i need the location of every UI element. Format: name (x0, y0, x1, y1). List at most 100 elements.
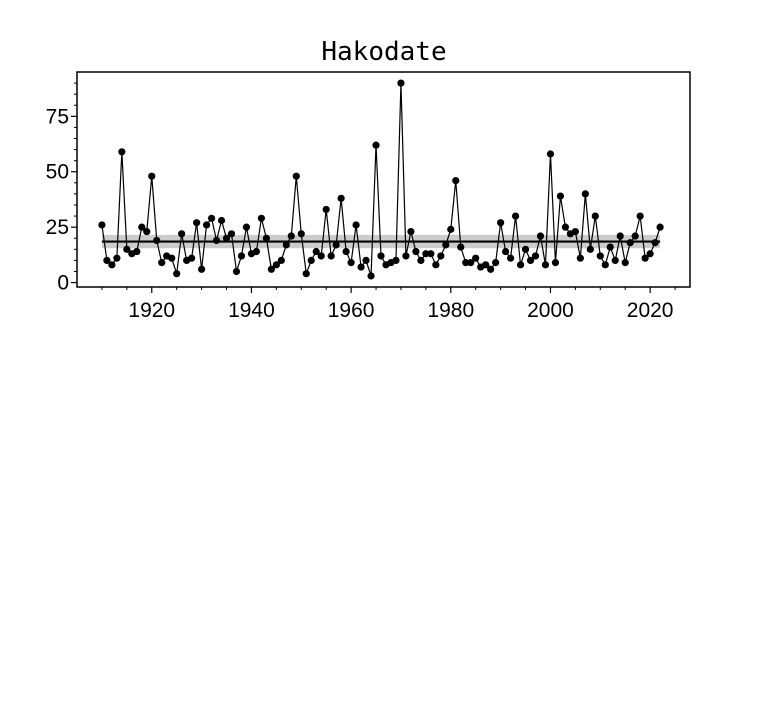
data-point (282, 241, 290, 249)
data-point (143, 227, 151, 236)
data-point (277, 256, 285, 265)
data-point (148, 172, 156, 180)
data-point (133, 247, 141, 256)
data-point (272, 261, 280, 269)
data-point (123, 245, 131, 253)
data-point (511, 212, 520, 220)
data-point (257, 214, 265, 222)
data-point (467, 259, 475, 267)
data-point (417, 256, 425, 265)
data-point (113, 254, 121, 262)
data-point (586, 245, 594, 253)
data-point (317, 252, 325, 260)
data-point (576, 254, 584, 262)
data-point (606, 243, 614, 251)
data-point (482, 261, 490, 269)
data-point (337, 194, 345, 202)
data-point (616, 232, 624, 240)
data-point (232, 267, 241, 276)
data-point (571, 227, 579, 236)
data-point (611, 256, 619, 265)
data-point (158, 259, 166, 267)
data-point (377, 252, 385, 260)
data-point (342, 247, 350, 256)
data-point (472, 254, 480, 262)
data-point (103, 256, 111, 265)
data-point (193, 219, 201, 227)
x-axis: 1920 1940 1960 1980 2000 2020 (101, 287, 676, 322)
data-point (362, 256, 370, 265)
data-point (412, 247, 420, 256)
data-point (526, 256, 535, 265)
data-point (407, 227, 415, 236)
data-point (212, 236, 221, 245)
data-point (422, 250, 430, 258)
data-point (207, 214, 216, 222)
data-point (153, 236, 161, 245)
data-point (646, 250, 654, 258)
data-point (367, 272, 375, 280)
data-point (312, 247, 320, 256)
y-tick-label: 75 (46, 105, 69, 128)
data-point (621, 259, 629, 267)
data-point (217, 216, 226, 225)
data-point (492, 259, 500, 267)
x-tick-label: 1960 (328, 299, 375, 322)
data-point (287, 232, 295, 240)
data-point (561, 223, 570, 231)
data-point (392, 256, 400, 265)
data-point (352, 221, 360, 229)
data-point (497, 219, 505, 227)
data-point (332, 241, 340, 249)
data-point (536, 232, 545, 240)
data-point (452, 177, 460, 185)
data-point (347, 259, 355, 267)
data-point (98, 221, 106, 229)
y-tick-label: 0 (57, 272, 69, 295)
data-point (242, 223, 251, 231)
data-point (636, 212, 644, 220)
series-layer (98, 79, 664, 280)
data-point (188, 254, 196, 262)
data-point (656, 223, 664, 231)
data-point (262, 234, 270, 242)
data-point (521, 245, 530, 253)
y-tick-label: 25 (46, 216, 69, 239)
data-point (108, 261, 116, 269)
data-point (118, 148, 126, 156)
data-point (252, 247, 261, 256)
data-point (397, 79, 405, 87)
data-point (626, 239, 634, 247)
x-tick-label: 2000 (527, 299, 574, 322)
data-point (447, 225, 455, 233)
y-axis: 0 25 50 75 (46, 82, 77, 295)
data-point (546, 150, 555, 158)
data-point (297, 230, 305, 238)
data-point (307, 256, 315, 265)
data-point (267, 265, 275, 273)
data-point (222, 234, 231, 242)
data-point (581, 190, 589, 198)
data-point (168, 254, 176, 262)
data-point (327, 252, 335, 260)
data-point (227, 230, 236, 238)
data-point (173, 270, 181, 278)
axes-frame (76, 71, 691, 288)
data-point (402, 252, 410, 260)
data-point (506, 254, 515, 262)
data-point (457, 243, 465, 251)
data-point (641, 254, 649, 262)
chart-title: Hakodate (321, 37, 446, 67)
data-point (601, 261, 609, 269)
data-point (502, 247, 510, 256)
x-tick-label: 1940 (228, 299, 275, 322)
data-point (292, 172, 300, 180)
data-point (591, 212, 599, 220)
data-point (432, 261, 440, 269)
data-point (556, 192, 565, 200)
data-point (178, 230, 186, 238)
data-point (442, 241, 450, 249)
data-point (202, 221, 211, 229)
